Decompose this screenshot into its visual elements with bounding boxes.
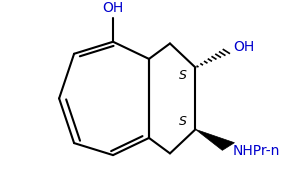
Text: S: S — [179, 69, 187, 82]
Text: S: S — [179, 115, 187, 128]
Polygon shape — [195, 129, 234, 150]
Text: OH: OH — [233, 40, 254, 54]
Text: OH: OH — [102, 1, 124, 15]
Text: NHPr-n: NHPr-n — [233, 144, 280, 158]
